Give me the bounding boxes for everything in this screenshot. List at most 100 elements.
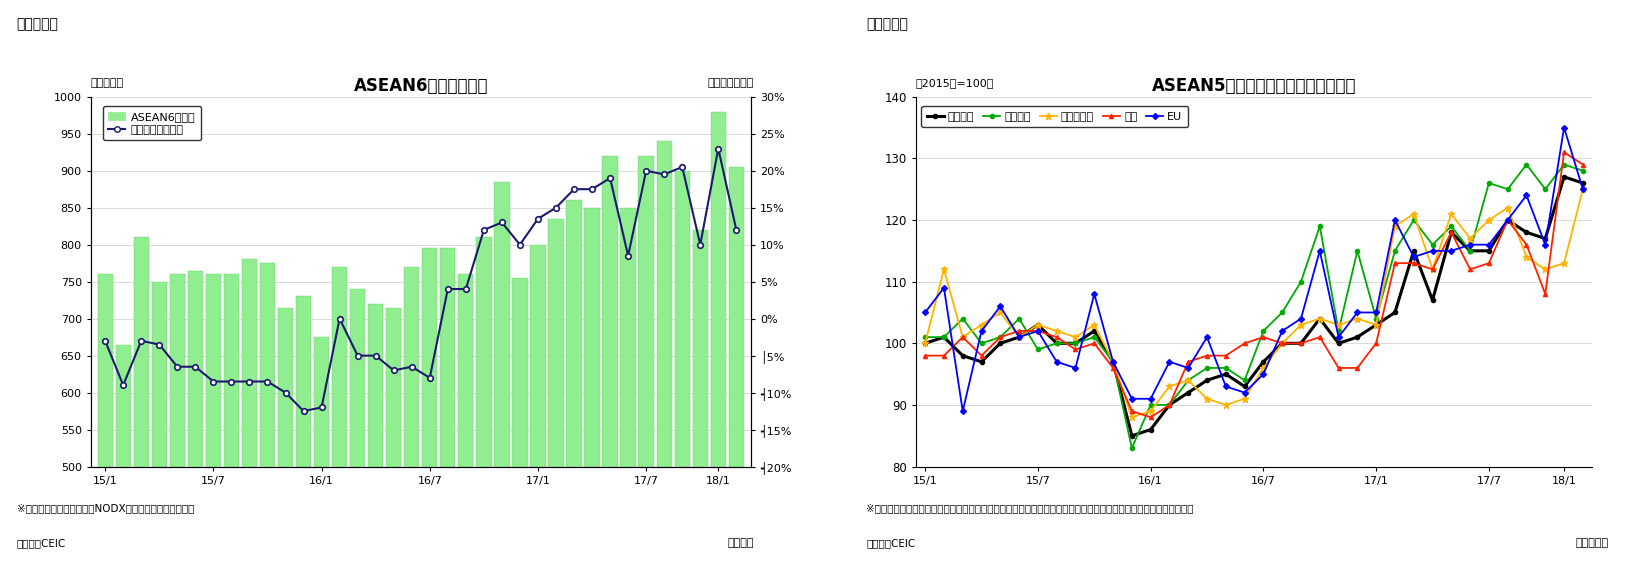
EU xyxy=(1010,333,1030,340)
北米 xyxy=(1478,259,1498,266)
北米 xyxy=(1122,407,1142,414)
東アジア xyxy=(1384,248,1404,254)
EU xyxy=(1460,241,1480,248)
EU xyxy=(1198,333,1218,340)
東南アジア xyxy=(1066,333,1086,340)
Bar xyxy=(350,289,365,569)
東南アジア xyxy=(1536,266,1556,273)
輸出全体 xyxy=(1178,389,1198,396)
Text: （資料）CEIC: （資料）CEIC xyxy=(866,538,916,548)
東アジア xyxy=(972,340,992,347)
東南アジア xyxy=(1572,185,1592,192)
東アジア xyxy=(1348,248,1368,254)
EU xyxy=(1140,395,1160,402)
Bar xyxy=(97,274,112,569)
東南アジア xyxy=(1384,222,1404,229)
東南アジア xyxy=(1498,204,1518,211)
輸出全体 xyxy=(1478,248,1498,254)
EU xyxy=(1404,254,1424,261)
Bar xyxy=(368,304,383,569)
Text: （年月）: （年月） xyxy=(728,538,754,548)
輸出全体 xyxy=(1028,321,1048,328)
輸出全体 xyxy=(1254,358,1274,365)
北米 xyxy=(1498,217,1518,224)
北米 xyxy=(1348,365,1368,372)
輸出全体 xyxy=(1348,333,1368,340)
東アジア xyxy=(1084,333,1104,340)
東アジア xyxy=(1422,241,1442,248)
EU xyxy=(1122,395,1142,402)
輸出全体 xyxy=(1366,321,1386,328)
Bar xyxy=(386,308,401,569)
Text: （2015年=100）: （2015年=100） xyxy=(916,78,993,88)
東アジア xyxy=(1160,402,1180,409)
Bar xyxy=(332,267,346,569)
Bar xyxy=(224,274,239,569)
Bar xyxy=(512,278,528,569)
EU xyxy=(1084,291,1104,298)
東南アジア xyxy=(1310,315,1330,322)
輸出全体 xyxy=(1572,180,1592,187)
北米 xyxy=(916,352,936,359)
輸出全体 xyxy=(1328,340,1348,347)
輸出全体 xyxy=(972,358,992,365)
東アジア xyxy=(1046,340,1066,347)
Bar xyxy=(477,237,492,569)
北米 xyxy=(934,352,954,359)
EU xyxy=(916,309,936,316)
輸出全体 xyxy=(952,352,972,359)
東アジア xyxy=(1066,340,1086,347)
EU xyxy=(1216,383,1236,390)
東アジア xyxy=(1478,180,1498,187)
北米 xyxy=(1384,259,1404,266)
EU xyxy=(1310,248,1330,254)
東南アジア xyxy=(1460,235,1480,242)
Bar xyxy=(548,219,564,569)
北米 xyxy=(1404,259,1424,266)
東南アジア xyxy=(1290,321,1310,328)
Text: （資料）CEIC: （資料）CEIC xyxy=(16,538,66,548)
EU xyxy=(1498,217,1518,224)
EU xyxy=(1234,389,1254,396)
東アジア xyxy=(1028,346,1048,353)
東アジア xyxy=(1198,365,1218,372)
EU xyxy=(1478,241,1498,248)
Bar xyxy=(134,237,148,569)
東アジア xyxy=(916,333,936,340)
輸出全体 xyxy=(1084,328,1104,335)
東アジア xyxy=(1216,365,1236,372)
東アジア xyxy=(1310,222,1330,229)
EU xyxy=(1046,358,1066,365)
北米 xyxy=(1536,291,1556,298)
輸出全体 xyxy=(1160,402,1180,409)
EU xyxy=(1254,371,1274,378)
北米 xyxy=(1216,352,1236,359)
Legend: ASEAN6ヵ国計, 増加率（右目盛）: ASEAN6ヵ国計, 増加率（右目盛） xyxy=(102,106,201,141)
北米 xyxy=(1572,161,1592,168)
輸出全体 xyxy=(990,340,1010,347)
輸出全体 xyxy=(1140,426,1160,433)
東アジア xyxy=(1290,278,1310,285)
北米 xyxy=(1310,333,1330,340)
輸出全体 xyxy=(1310,315,1330,322)
東アジア xyxy=(1572,167,1592,174)
Text: （図表２）: （図表２） xyxy=(866,17,908,31)
EU xyxy=(1384,217,1404,224)
東アジア xyxy=(1178,377,1198,384)
北米 xyxy=(1234,340,1254,347)
東南アジア xyxy=(1010,333,1030,340)
Bar xyxy=(566,200,582,569)
北米 xyxy=(952,333,972,340)
東南アジア xyxy=(1028,321,1048,328)
東アジア xyxy=(1536,185,1556,192)
Line: 東南アジア: 東南アジア xyxy=(922,185,1586,420)
東アジア xyxy=(1122,445,1142,452)
輸出全体 xyxy=(1290,340,1310,347)
北米 xyxy=(1272,340,1292,347)
北米 xyxy=(1084,340,1104,347)
北米 xyxy=(1178,358,1198,365)
輸出全体 xyxy=(1536,235,1556,242)
Bar xyxy=(206,274,221,569)
北米 xyxy=(1554,149,1574,156)
EU xyxy=(1536,241,1556,248)
